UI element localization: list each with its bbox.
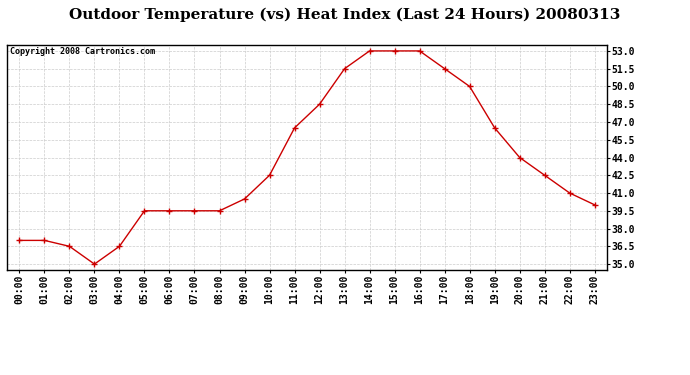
Text: Copyright 2008 Cartronics.com: Copyright 2008 Cartronics.com bbox=[10, 47, 155, 56]
Text: Outdoor Temperature (vs) Heat Index (Last 24 Hours) 20080313: Outdoor Temperature (vs) Heat Index (Las… bbox=[69, 8, 621, 22]
